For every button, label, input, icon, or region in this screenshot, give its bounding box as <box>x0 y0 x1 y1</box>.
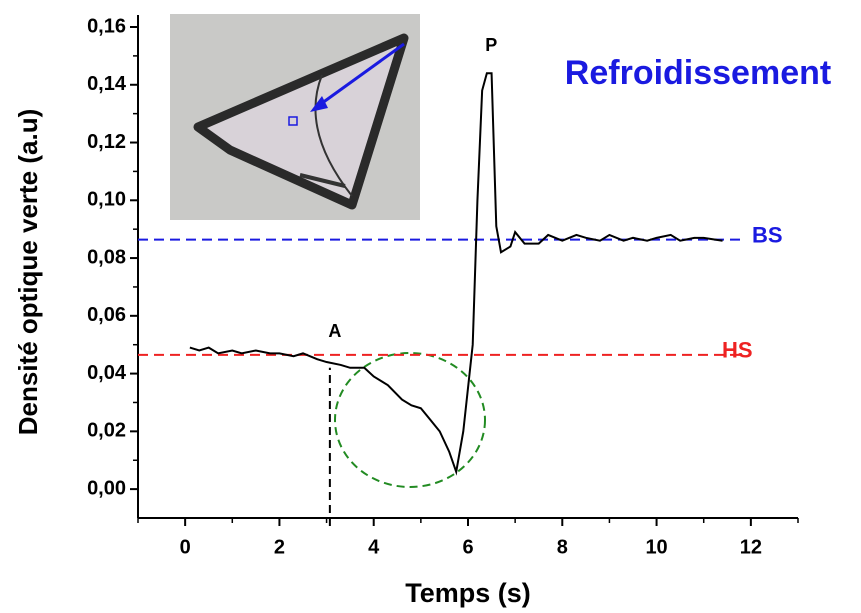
x-tick-label: 0 <box>180 536 191 558</box>
y-tick-label: 0,06 <box>87 304 126 326</box>
y-tick-label: 0,12 <box>87 131 126 153</box>
highlight-circle <box>334 352 486 488</box>
reference-label: HS <box>722 338 753 363</box>
x-tick-label: 10 <box>645 536 667 558</box>
y-axis-title: Densité optique verte (a.u) <box>13 109 43 436</box>
chart-title: Refroidissement <box>565 54 831 92</box>
y-tick-label: 0,10 <box>87 189 126 211</box>
x-tick-label: 2 <box>274 536 285 558</box>
reference-label: BS <box>752 222 783 247</box>
peak-label: P <box>485 35 497 55</box>
x-axis-title: Temps (s) <box>405 578 531 608</box>
marker-label: A <box>328 321 341 341</box>
data-line <box>189 72 723 476</box>
y-tick-label: 0,00 <box>87 477 126 499</box>
y-tick-label: 0,14 <box>87 73 127 95</box>
y-tick-label: 0,16 <box>87 15 126 37</box>
y-tick-label: 0,02 <box>87 420 126 442</box>
y-tick-label: 0,04 <box>87 362 127 384</box>
x-tick-label: 8 <box>557 536 568 558</box>
inset-image <box>170 14 420 220</box>
x-tick-label: 6 <box>462 536 473 558</box>
x-tick-label: 12 <box>740 536 762 558</box>
y-tick-label: 0,08 <box>87 246 126 268</box>
x-tick-label: 4 <box>368 536 380 558</box>
